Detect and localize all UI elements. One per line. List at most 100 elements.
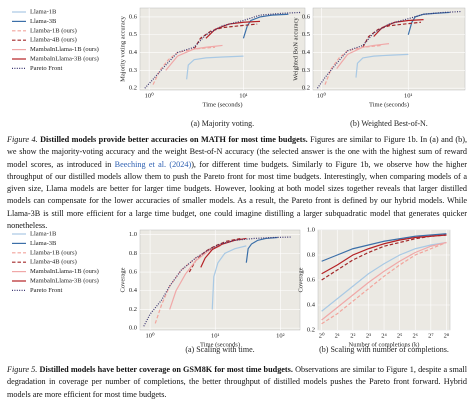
x-tick-label: 2⁵: [397, 332, 403, 339]
y-tick-label: 0.4: [129, 287, 138, 294]
y-tick-label: 0.4: [307, 301, 316, 308]
legend-label: Llama-3B: [30, 240, 57, 247]
subcaption: (b) Scaling with number of completions.: [319, 345, 449, 354]
x-tick-label: 2⁷: [428, 332, 434, 339]
series-line: [336, 43, 390, 69]
x-tick-label: 10¹: [211, 332, 220, 339]
x-tick-label: 2¹: [335, 332, 340, 339]
legend-label: Llama-1B: [30, 230, 57, 237]
y-tick-label: 0.5: [129, 31, 137, 38]
series-line: [193, 23, 258, 50]
series-line: [321, 234, 447, 281]
legend-label: MambaInLlama-1B (ours): [30, 46, 99, 53]
legend-label: Llamba-4B (ours): [30, 37, 77, 44]
plot-area: [312, 7, 466, 91]
citation[interactable]: Beeching et al. (2024): [114, 159, 192, 169]
y-tick-label: 0.2: [129, 85, 137, 92]
y-tick-label: 0.8: [129, 250, 137, 257]
series-line: [169, 245, 221, 310]
y-tick-label: 0.5: [302, 31, 310, 38]
chart: 0.2 0.4 0.6 0.8 1.0 2⁰ 2¹ 2² 2³ 2⁴ 2⁵ 2⁶ 2⁷ 2⁸ Number …: [297, 226, 451, 354]
x-tick-label: 10²: [276, 332, 285, 339]
legend-label: MambaInLlama-3B (ours): [30, 277, 99, 284]
x-tick-label: 10⁰: [145, 91, 155, 99]
y-axis-label: Coverage: [119, 267, 126, 292]
chart: 0.2 0.3 0.4 0.5 0.6 10⁰ 10¹ Time (seconds) Major…: [12, 7, 306, 128]
x-axis-label: Time (seconds): [202, 101, 242, 108]
series-line: [211, 245, 247, 310]
legend-label: Llama-1B: [30, 8, 57, 15]
figure-5-caption: Figure 5. Distilled models have better c…: [7, 364, 467, 401]
legend-label: Llamba-1B (ours): [30, 249, 77, 256]
x-tick-label: 2⁸: [444, 332, 450, 339]
series-line: [321, 241, 447, 321]
caption-text: Figures are similar to Figure 1b. In (a)…: [7, 135, 467, 169]
series-line: [188, 237, 242, 273]
x-tick-label: 10⁰: [317, 91, 327, 99]
subcaption: (b) Weighted Best-of-N.: [350, 119, 428, 128]
legend-label: Pareto Front: [30, 287, 63, 294]
subcaption: (a) Majority voting.: [191, 119, 254, 128]
chart: 0.2 0.3 0.4 0.5 0.6 10⁰ 10¹ Time (seconds) Weigh…: [292, 7, 466, 128]
legend-label: MambaInLlama-1B (ours): [30, 268, 99, 275]
legend-label: Llama-3B: [30, 18, 57, 25]
x-tick-label: 2⁰: [319, 331, 325, 339]
x-tick-label: 10⁰: [146, 331, 156, 339]
x-axis-label: Time (seconds): [369, 101, 409, 108]
y-tick-label: 0.6: [129, 269, 138, 276]
series-line: [200, 237, 247, 268]
caption-text: ), for different time budgets. Similarly…: [7, 159, 467, 231]
series-line: [324, 44, 383, 85]
y-tick-label: 0.4: [302, 49, 311, 56]
y-tick-label: 0.3: [302, 67, 310, 74]
y-tick-label: 0.6: [302, 13, 311, 20]
caption-title: Distilled models have better coverage on…: [39, 365, 293, 374]
x-tick-label: 2²: [350, 332, 355, 339]
y-tick-label: 0.2: [302, 85, 310, 92]
x-axis-label: Number of completions (k): [349, 341, 420, 348]
subcaption: (a) Scaling with time.: [185, 345, 254, 354]
chart: 0.0 0.2 0.4 0.6 0.8 1.0 10⁰ 10¹ 10² Time (seconds…: [12, 229, 301, 354]
series-line: [321, 234, 447, 275]
series-line: [321, 241, 447, 325]
legend-label: Pareto Front: [30, 65, 63, 72]
plot-area: [139, 7, 306, 91]
series-line: [321, 233, 447, 262]
x-tick-label: 10¹: [404, 92, 413, 99]
series-line: [165, 44, 223, 71]
y-tick-label: 0.2: [307, 326, 315, 333]
x-axis-label: Time (seconds): [200, 341, 240, 348]
y-tick-label: 1.0: [129, 231, 137, 238]
y-axis-label: Weighted BoN accuracy: [292, 17, 299, 81]
caption-text: Observations are similar to Figure 1, de…: [7, 365, 468, 399]
caption-title: Distilled models provide better accuraci…: [40, 135, 308, 144]
y-axis-label: Coverage: [297, 267, 304, 292]
series-line: [245, 236, 278, 263]
y-tick-label: 0.0: [129, 325, 137, 332]
y-tick-label: 0.8: [307, 251, 315, 258]
series-line: [186, 55, 244, 80]
y-tick-label: 0.4: [129, 49, 138, 56]
y-tick-label: 0.2: [129, 306, 137, 313]
series-line: [355, 53, 409, 78]
y-tick-label: 0.6: [307, 276, 316, 283]
series-line: [143, 236, 292, 327]
series-line: [242, 13, 289, 39]
x-tick-label: 10¹: [239, 92, 248, 99]
y-axis-label: Majority voting accuracy: [119, 15, 126, 81]
y-tick-label: 0.6: [129, 13, 138, 20]
caption-label: Figure 5.: [7, 365, 38, 374]
figure-4-caption: Figure 4. Distilled models provide bette…: [7, 134, 467, 232]
series-line: [144, 11, 301, 89]
x-tick-label: 2⁶: [412, 332, 418, 339]
x-tick-label: 2⁴: [381, 332, 387, 339]
y-tick-label: 1.0: [307, 226, 315, 233]
x-tick-label: 2³: [366, 332, 371, 339]
series-line: [321, 241, 447, 312]
series-line: [373, 18, 424, 37]
legend-label: Llamba-1B (ours): [30, 27, 77, 34]
caption-label: Figure 4.: [7, 135, 38, 144]
legend-label: Llamba-4B (ours): [30, 259, 77, 266]
